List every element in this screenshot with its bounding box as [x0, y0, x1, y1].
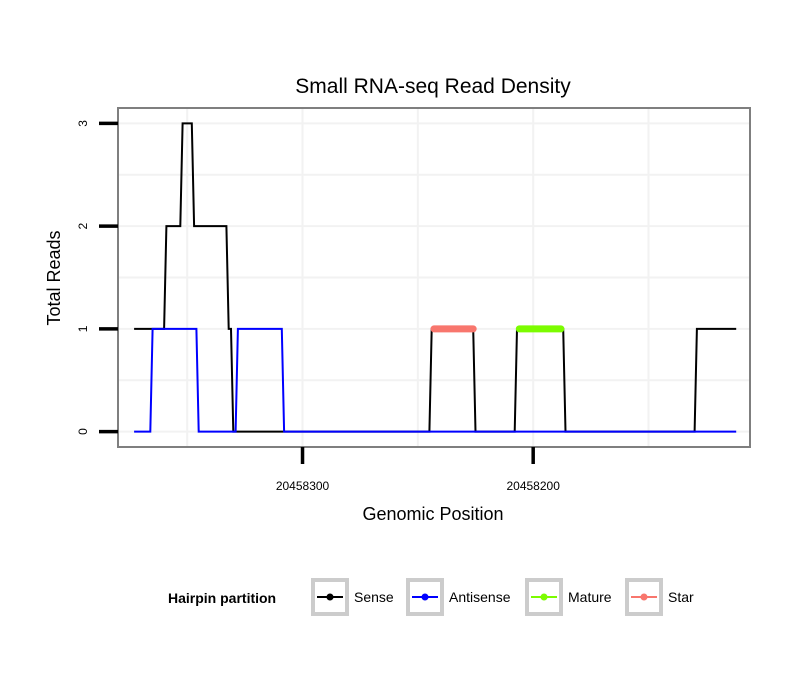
y-axis-ticks: 0 1 2 3 [76, 120, 118, 435]
y-tick-label: 2 [76, 222, 90, 229]
legend-marker-mature [540, 593, 548, 601]
legend-label-star: Star [668, 589, 694, 605]
legend-marker-star [640, 593, 648, 601]
legend: Hairpin partition Sense Antisense Mature St… [168, 578, 694, 616]
chart-title: Small RNA-seq Read Density [295, 75, 571, 98]
series-group [134, 122, 737, 433]
series-line-antisense [134, 327, 737, 433]
x-axis-title: Genomic Position [362, 504, 503, 524]
legend-label-antisense: Antisense [449, 589, 511, 605]
legend-title: Hairpin partition [168, 590, 276, 606]
x-tick-label: 20458200 [506, 479, 560, 493]
x-axis-ticks: 20458300 20458200 [276, 447, 560, 493]
legend-label-mature: Mature [568, 589, 612, 605]
legend-marker-antisense [421, 593, 429, 601]
y-tick-label: 1 [76, 325, 90, 332]
y-tick-label: 3 [76, 120, 90, 127]
y-tick-label: 0 [76, 428, 90, 435]
plot-border [117, 107, 751, 448]
grid [118, 108, 750, 447]
legend-marker-sense [326, 593, 334, 601]
legend-label-sense: Sense [354, 589, 394, 605]
x-tick-label: 20458300 [276, 479, 330, 493]
y-axis-title: Total Reads [44, 230, 64, 325]
